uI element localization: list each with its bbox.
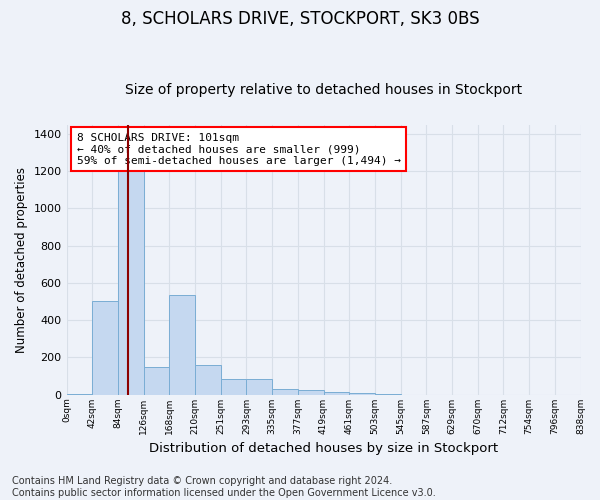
Bar (298, 390, 323, 394)
Bar (195, 364, 221, 394)
X-axis label: Distribution of detached houses by size in Stockport: Distribution of detached houses by size … (149, 442, 498, 455)
Title: Size of property relative to detached houses in Stockport: Size of property relative to detached ho… (125, 83, 522, 97)
Y-axis label: Number of detached properties: Number of detached properties (15, 166, 28, 352)
Bar (143, 366, 169, 394)
Text: Contains HM Land Registry data © Crown copyright and database right 2024.
Contai: Contains HM Land Registry data © Crown c… (12, 476, 436, 498)
Bar (118, 164, 143, 394)
Bar (92, 302, 118, 394)
Bar (221, 378, 247, 394)
Bar (349, 392, 375, 394)
Bar (323, 392, 349, 394)
Bar (247, 378, 272, 394)
Bar (169, 295, 195, 394)
Text: 8 SCHOLARS DRIVE: 101sqm
← 40% of detached houses are smaller (999)
59% of semi-: 8 SCHOLARS DRIVE: 101sqm ← 40% of detach… (77, 132, 401, 166)
Bar (272, 388, 298, 394)
Text: 8, SCHOLARS DRIVE, STOCKPORT, SK3 0BS: 8, SCHOLARS DRIVE, STOCKPORT, SK3 0BS (121, 10, 479, 28)
